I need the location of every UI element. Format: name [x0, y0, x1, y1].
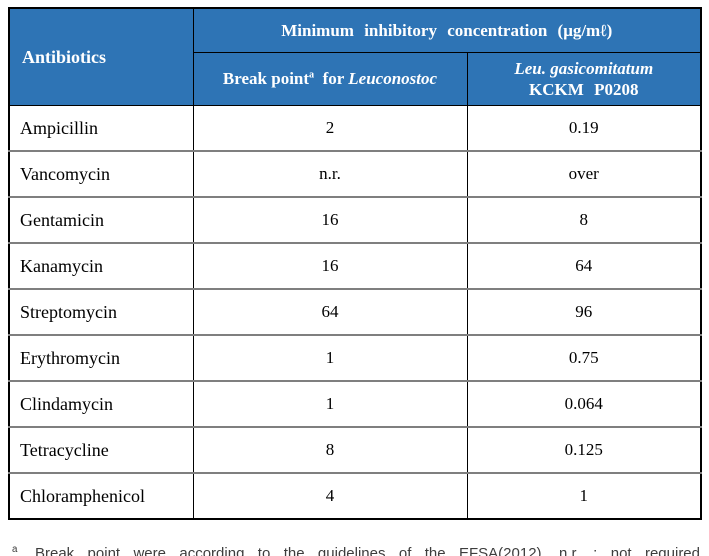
footnote-text-2: n.r. : not required [558, 545, 700, 556]
antibiotic-name-cell: Gentamicin [8, 196, 194, 243]
antibiotic-name-cell: Vancomycin [8, 150, 194, 197]
antibiotic-name-cell: Clindamycin [8, 380, 194, 427]
breakpoint-value-cell: 16 [192, 242, 468, 289]
header-strain: Leu. gasicomitatum KCKM P0208 [466, 52, 702, 106]
header-mic-title: Minimum inhibitory concentration (μg/mℓ) [192, 7, 702, 53]
header-breakpoint: Break pointa for Leuconostoc [192, 52, 468, 106]
header-antibiotics: Antibiotics [8, 7, 194, 106]
mic-table: Antibiotics Minimum inhibitory concentra… [8, 7, 702, 520]
breakpoint-mid: for [322, 69, 345, 88]
table-body: Ampicillin 2 0.19 Vancomycin n.r. over G… [8, 105, 702, 519]
table-row: Streptomycin 64 96 [8, 288, 702, 335]
table-row: Kanamycin 16 64 [8, 242, 702, 289]
breakpoint-species: Leuconostoc [348, 69, 438, 88]
mic-title-text: Minimum inhibitory concentration (μg/mℓ) [281, 20, 613, 40]
breakpoint-value-cell: 64 [192, 288, 468, 335]
strain-mic-cell: 0.75 [466, 334, 702, 381]
table-row: Erythromycin 1 0.75 [8, 334, 702, 381]
breakpoint-value-cell: 1 [192, 334, 468, 381]
strain-mic-cell: 0.19 [466, 105, 702, 151]
strain-mic-cell: over [466, 150, 702, 197]
header-row-top: Antibiotics Minimum inhibitory concentra… [8, 7, 702, 106]
table-row: Vancomycin n.r. over [8, 150, 702, 197]
antibiotic-name-cell: Chloramphenicol [8, 472, 194, 519]
strain-name: Leu. gasicomitatum [514, 58, 654, 78]
table-row: Tetracycline 8 0.125 [8, 426, 702, 473]
footnote-superscript: a [12, 544, 18, 555]
table-row: Ampicillin 2 0.19 [8, 105, 702, 151]
breakpoint-label: Break point [222, 69, 310, 88]
breakpoint-value-cell: 8 [192, 426, 468, 473]
table-row: Clindamycin 1 0.064 [8, 380, 702, 427]
table-row: Gentamicin 16 8 [8, 196, 702, 243]
breakpoint-value-cell: 4 [192, 472, 468, 519]
breakpoint-value-cell: 2 [192, 105, 468, 151]
antibiotic-name-cell: Tetracycline [8, 426, 194, 473]
strain-mic-cell: 96 [466, 288, 702, 335]
footnote: a, Break point were according to the gui… [12, 545, 700, 556]
antibiotic-name-cell: Ampicillin [8, 105, 194, 151]
header-row-sub: Break pointa for Leuconostoc Leu. gasico… [9, 52, 702, 106]
strain-mic-cell: 0.125 [466, 426, 702, 473]
table-header: Antibiotics Minimum inhibitory concentra… [8, 7, 702, 106]
breakpoint-value-cell: 16 [192, 196, 468, 243]
antibiotic-name-cell: Kanamycin [8, 242, 194, 289]
strain-mic-cell: 1 [466, 472, 702, 519]
breakpoint-value-cell: n.r. [192, 150, 468, 197]
breakpoint-value-cell: 1 [192, 380, 468, 427]
strain-mic-cell: 0.064 [466, 380, 702, 427]
breakpoint-superscript: a [309, 69, 315, 81]
strain-code: KCKM P0208 [529, 80, 639, 99]
strain-mic-cell: 64 [466, 242, 702, 289]
strain-mic-cell: 8 [466, 196, 702, 243]
table-row: Chloramphenicol 4 1 [8, 472, 702, 519]
antibiotic-name-cell: Erythromycin [8, 334, 194, 381]
antibiotic-name-cell: Streptomycin [8, 288, 194, 335]
footnote-text-1: , Break point were according to the guid… [17, 545, 542, 556]
